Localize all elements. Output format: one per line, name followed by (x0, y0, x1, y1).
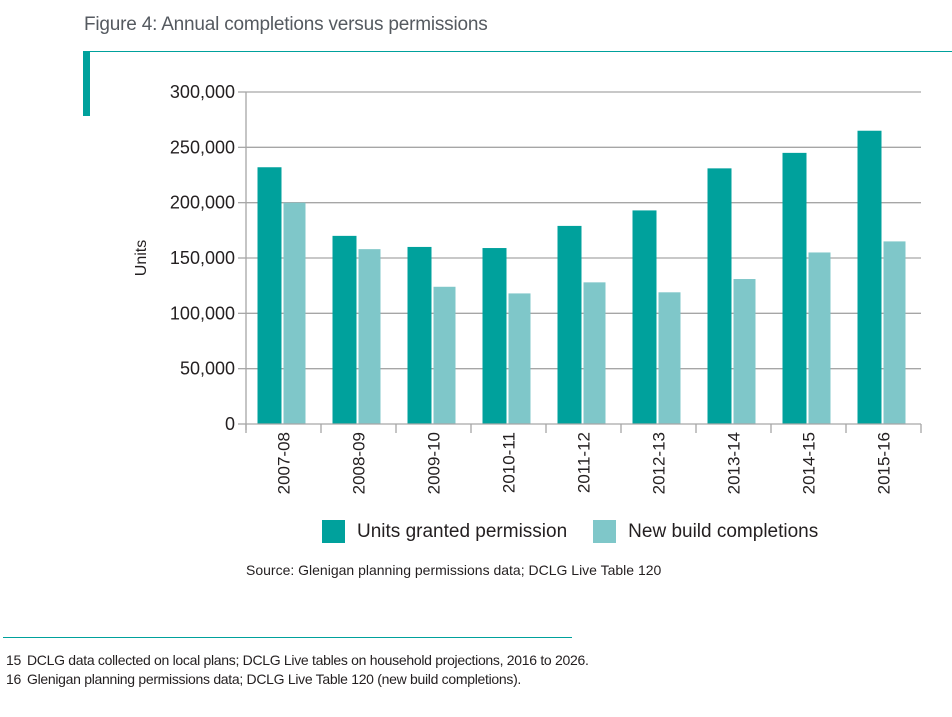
legend: Units granted permission New build compl… (322, 520, 844, 543)
x-tick-label: 2015-16 (875, 432, 894, 494)
bar-units-granted-permission (407, 246, 432, 424)
legend-item-permission: Units granted permission (322, 520, 567, 543)
source-note: Source: Glenigan planning permissions da… (246, 562, 662, 578)
legend-label-permission: Units granted permission (357, 520, 568, 542)
bar-units-granted-permission (707, 168, 732, 424)
legend-item-completions: New build completions (593, 520, 818, 543)
figure-title: Figure 4: Annual completions versus perm… (84, 14, 488, 35)
x-tick-labels: 2007-08 2008-09 2009-10 2010-11 2011-12 2012-… (275, 432, 894, 494)
legend-swatch-permission (322, 520, 345, 543)
bar-new-build-completions (583, 282, 606, 424)
bar-new-build-completions (358, 249, 381, 424)
bar-new-build-completions (733, 279, 756, 424)
bar-new-build-completions (658, 292, 681, 424)
footnote: 15 DCLG data collected on local plans; DC… (6, 652, 589, 668)
bar-units-granted-permission (332, 235, 357, 424)
x-tick-label: 2014-15 (800, 432, 819, 494)
x-tick-label: 2013-14 (725, 432, 744, 494)
bar-units-granted-permission (782, 152, 807, 424)
legend-swatch-completions (593, 520, 617, 543)
y-tick-label: 0 (225, 414, 235, 434)
footnotes: 15 DCLG data collected on local plans; DC… (6, 651, 589, 689)
bar-units-granted-permission (257, 167, 282, 424)
bar-new-build-completions (283, 202, 306, 424)
bar-units-granted-permission (557, 225, 582, 424)
bars (257, 130, 906, 424)
y-tick-labels: 0 50,000 100,000 150,000 200,000 250,000 300,0… (170, 82, 235, 434)
y-tick-label: 200,000 (170, 193, 235, 213)
x-tick-label: 2008-09 (350, 432, 369, 494)
x-tick-label: 2009-10 (425, 432, 444, 494)
x-tick-label: 2012-13 (650, 432, 669, 494)
y-axis-title: Units (133, 240, 150, 276)
x-tick-label: 2011-12 (575, 432, 594, 493)
accent-rule (90, 51, 952, 52)
y-tick-label: 250,000 (170, 137, 235, 157)
bar-new-build-completions (508, 293, 531, 424)
footnote-rule (3, 637, 572, 638)
bar-new-build-completions (433, 286, 456, 424)
bar-units-granted-permission (482, 248, 507, 424)
y-tick-label: 100,000 (170, 303, 235, 323)
y-tick-label: 50,000 (180, 359, 235, 379)
bar-new-build-completions (883, 241, 906, 424)
y-tick-label: 150,000 (170, 248, 235, 268)
y-tick-label: 300,000 (170, 82, 235, 102)
accent-bar (83, 51, 90, 116)
x-tick-label: 2007-08 (275, 432, 294, 494)
axes (238, 91, 922, 433)
bar-units-granted-permission (632, 210, 657, 424)
x-tick-label: 2010-11 (500, 432, 519, 493)
bar-units-granted-permission (857, 130, 882, 424)
bar-new-build-completions (808, 252, 831, 424)
footnote: 16 Glenigan planning permissions data; DC… (6, 671, 522, 687)
legend-label-completions: New build completions (628, 520, 819, 542)
